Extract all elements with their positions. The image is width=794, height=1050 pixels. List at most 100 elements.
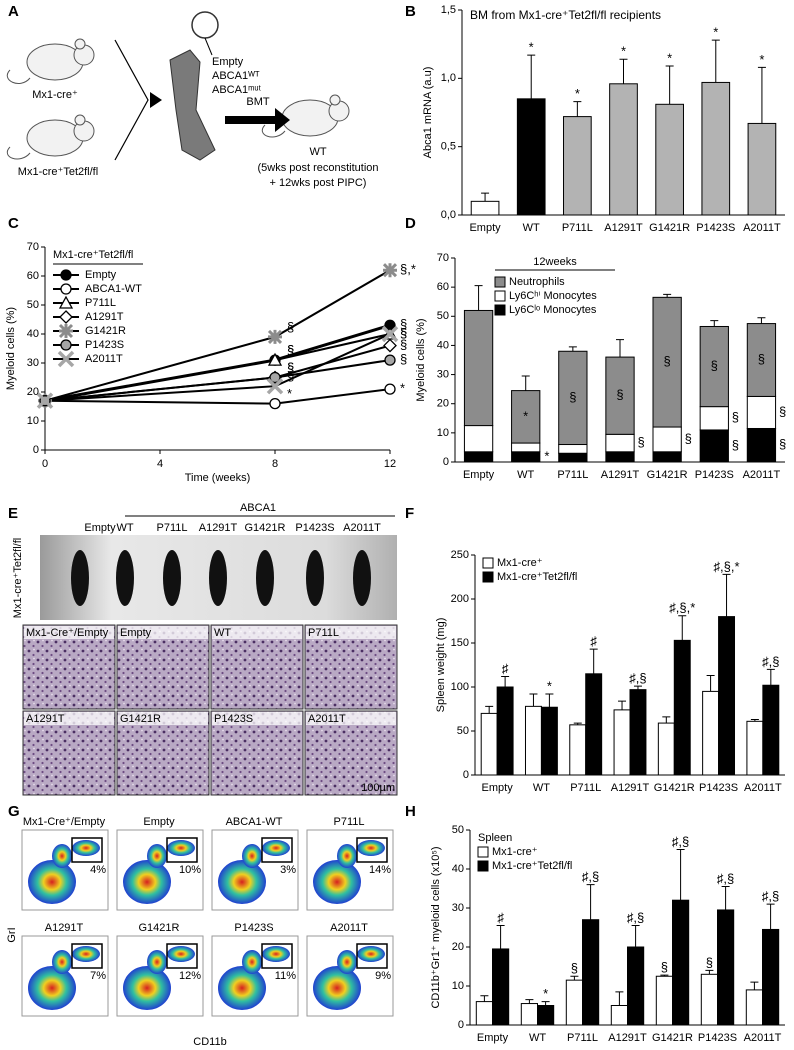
- x-tick-label: G1421R: [652, 1032, 693, 1044]
- legend-label: Ly6Cˡᵒ Monocytes: [509, 304, 597, 316]
- plot-title: A2011T: [330, 922, 368, 934]
- legend-marker: [60, 283, 72, 295]
- axis-label: CD11b: [193, 1036, 226, 1048]
- annotation: §: [287, 343, 294, 358]
- bar: [480, 712, 498, 776]
- annotation: ♯,§: [762, 654, 779, 669]
- point: [381, 325, 399, 343]
- bar: [745, 989, 763, 1026]
- gate-percent: 11%: [275, 970, 296, 982]
- bar: [511, 451, 541, 463]
- cell-cloud: [28, 966, 76, 1010]
- legend-title: Spleen: [478, 832, 512, 844]
- x-tick-label: WT: [529, 1032, 546, 1044]
- annotation: ♯,§: [582, 869, 599, 884]
- gate: [166, 943, 198, 969]
- bar: [655, 975, 673, 1026]
- annotation: §: [779, 437, 786, 452]
- x-tick-label: P1423S: [695, 469, 734, 481]
- y-tick-label: 40: [452, 863, 464, 875]
- bar: [605, 451, 635, 463]
- genotype-label: Mx1-cre⁺Tet2fl/fl: [12, 538, 24, 618]
- legend-marker: [58, 295, 74, 309]
- bar: [470, 200, 500, 216]
- cell-cloud: [262, 840, 290, 856]
- plot-title: Mx1-Cre⁺/Empty: [23, 816, 106, 828]
- bar: [540, 706, 558, 776]
- legend-marker: [59, 310, 73, 324]
- annotation: ♯: [497, 910, 504, 925]
- gate-percent: 10%: [179, 864, 201, 876]
- annotation: ♯,§: [762, 889, 779, 904]
- error-bar: [474, 285, 483, 311]
- annotation: §: [287, 360, 294, 375]
- histology-label: Empty: [120, 627, 152, 639]
- y-tick-label: 200: [451, 593, 469, 605]
- bar: [558, 350, 588, 446]
- annotation: *: [529, 40, 534, 55]
- bar: [701, 81, 731, 216]
- label-bg: [118, 712, 208, 725]
- point: [384, 354, 396, 366]
- cell-cloud: [28, 860, 76, 904]
- y-tick-label: 10: [437, 427, 449, 439]
- plot-title: A1291T: [45, 922, 84, 934]
- plot-title: ABCA1-WT: [226, 816, 283, 828]
- virus: [191, 11, 219, 39]
- error-bar: [678, 615, 687, 641]
- note: + 12wks post PIPC): [270, 177, 367, 189]
- y-tick-label: 50: [27, 299, 39, 311]
- bar: [702, 690, 720, 776]
- legend-label: G1421R: [85, 325, 126, 337]
- y-tick-label: 100: [451, 681, 469, 693]
- legend-label: P711L: [85, 297, 116, 309]
- annotation: §: [685, 431, 692, 446]
- gate: [356, 943, 388, 969]
- y-tick-label: 30: [437, 368, 449, 380]
- mouse-label: Mx1-cre⁺Tet2fl/fl: [18, 166, 98, 178]
- y-tick-label: 50: [437, 310, 449, 322]
- annotation: §: [711, 358, 718, 373]
- annotation: *: [287, 386, 292, 401]
- annotation: ♯,§: [717, 871, 734, 886]
- y-tick-label: 20: [437, 398, 449, 410]
- y-axis-label: Myeloid cells (%): [5, 307, 17, 390]
- panel-label: D: [405, 215, 416, 232]
- bar: [699, 325, 729, 408]
- spleen: [71, 550, 89, 606]
- bar: [565, 979, 583, 1026]
- mouse-label: Mx1-cre⁺: [32, 89, 78, 101]
- y-tick-label: 1,5: [441, 4, 456, 16]
- error-bar: [766, 668, 775, 686]
- annotation: ♯,§: [627, 910, 644, 925]
- point: [269, 397, 281, 410]
- spleen: [209, 550, 227, 606]
- error-bar: [568, 346, 577, 352]
- error-bar: [541, 1001, 550, 1006]
- y-axis-label: Abca1 mRNA (a.u): [422, 67, 434, 159]
- y-tick-label: 30: [27, 357, 39, 369]
- error-bar: [619, 58, 628, 84]
- gate-percent: 12%: [179, 970, 201, 982]
- group-label: ABCA1: [240, 502, 276, 514]
- legend-swatch: [494, 304, 506, 316]
- legend-swatch: [482, 557, 494, 569]
- label-bg: [24, 626, 114, 639]
- gate-percent: 14%: [369, 864, 391, 876]
- cell-cloud: [357, 946, 385, 962]
- bar: [511, 442, 541, 453]
- cell-cloud: [313, 860, 361, 904]
- bar: [747, 122, 777, 216]
- annotation: ♯: [590, 634, 597, 649]
- panel-label: A: [8, 3, 19, 20]
- bmt-label: BMT: [246, 96, 270, 108]
- annotation: §: [732, 437, 739, 452]
- histology-label: G1421R: [120, 713, 161, 725]
- y-tick-label: 20: [452, 941, 464, 953]
- plot-title: Empty: [143, 816, 175, 828]
- bar: [516, 98, 546, 216]
- y-tick-label: 70: [27, 241, 39, 253]
- legend-label: Mx1-cre⁺: [497, 557, 543, 569]
- error-bar: [586, 884, 595, 920]
